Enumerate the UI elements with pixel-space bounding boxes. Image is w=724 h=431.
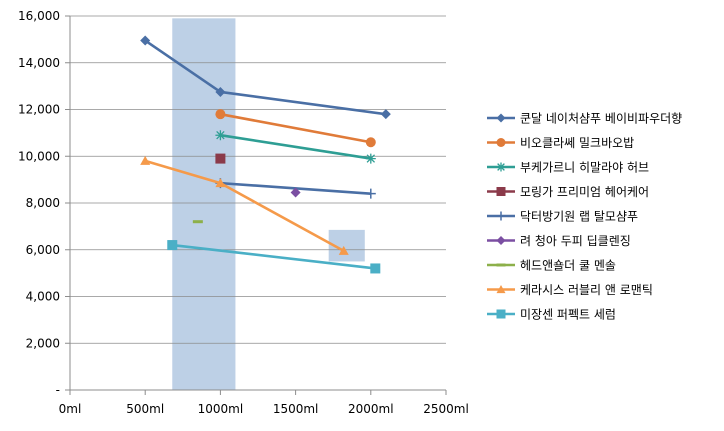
legend-item-2: 부케가르니 히말라야 허브 bbox=[487, 161, 649, 175]
data-point bbox=[215, 178, 226, 188]
legend-swatch-marker bbox=[496, 285, 506, 294]
legend-item-7: 케라시스 러블리 앤 로맨틱 bbox=[487, 283, 653, 297]
series-7 bbox=[140, 155, 349, 255]
y-tick-label: 2,000 bbox=[26, 336, 60, 350]
x-tick-label: 1000ml bbox=[198, 402, 244, 416]
series-line bbox=[172, 243, 376, 270]
x-tick-label: 500ml bbox=[126, 402, 164, 416]
legend-swatch-marker bbox=[496, 113, 506, 123]
legend-item-5: 려 청아 두피 딥클렌징 bbox=[487, 234, 631, 248]
series-0 bbox=[140, 35, 391, 120]
gridlines bbox=[70, 15, 446, 344]
x-tick-labels: 0ml 500ml 1000ml 1500ml 2000ml 2500ml bbox=[59, 390, 469, 416]
series-3 bbox=[215, 153, 226, 164]
legend-label: 모링가 프리미엄 헤어케어 bbox=[520, 185, 649, 199]
legend-swatch-marker bbox=[496, 211, 506, 221]
data-point bbox=[215, 153, 226, 164]
legend-swatch-marker bbox=[496, 309, 506, 319]
legend-item-4: 닥터방기원 랩 탈모샴푸 bbox=[487, 210, 638, 224]
highlight-band-0 bbox=[172, 18, 236, 391]
data-point bbox=[215, 109, 226, 120]
x-tick-label: 0ml bbox=[59, 402, 82, 416]
legend-label: 부케가르니 히말라야 허브 bbox=[520, 161, 649, 175]
y-tick-label: - bbox=[56, 383, 60, 397]
legend-swatch-marker bbox=[496, 162, 506, 172]
legend-label: 케라시스 러블리 앤 로맨틱 bbox=[520, 283, 653, 297]
data-point bbox=[140, 155, 151, 165]
legend-swatch-marker bbox=[496, 263, 506, 267]
y-tick-label: 14,000 bbox=[18, 56, 60, 70]
legend-swatch-marker bbox=[496, 138, 506, 147]
legend-label: 비오클라쎄 밀크바오밥 bbox=[520, 136, 634, 150]
x-tick-label: 2500ml bbox=[423, 402, 469, 416]
data-point bbox=[290, 187, 301, 198]
y-tick-label: 16,000 bbox=[18, 9, 60, 23]
legend-label: 헤드앤숄더 쿨 멘솔 bbox=[520, 259, 616, 273]
legend-label: 쿤달 네이처샴푸 베이비파우더향 bbox=[520, 112, 682, 126]
data-point bbox=[215, 130, 226, 141]
series-1 bbox=[215, 109, 376, 148]
y-tick-label: 6,000 bbox=[26, 243, 60, 257]
legend-label: 미장센 퍼펙트 세럼 bbox=[520, 308, 616, 322]
y-tick-label: 10,000 bbox=[18, 149, 60, 163]
x-tick-label: 2000ml bbox=[348, 402, 394, 416]
y-tick-labels: - 2,000 4,000 6,000 8,000 10,000 12,000 14,000 1… bbox=[18, 9, 70, 397]
legend-item-0: 쿤달 네이처샴푸 베이비파우더향 bbox=[487, 112, 682, 126]
legend-item-1: 비오클라쎄 밀크바오밥 bbox=[487, 136, 634, 150]
data-point bbox=[365, 153, 376, 164]
y-tick-label: 4,000 bbox=[26, 290, 60, 304]
series-2 bbox=[215, 130, 376, 164]
series-line bbox=[220, 133, 371, 160]
data-point bbox=[370, 263, 381, 274]
y-tick-label: 12,000 bbox=[18, 103, 60, 117]
data-point bbox=[365, 137, 376, 148]
highlight-bands bbox=[172, 18, 365, 391]
series-6 bbox=[192, 220, 203, 224]
y-tick-label: 8,000 bbox=[26, 196, 60, 210]
data-point bbox=[365, 188, 376, 199]
legend-label: 닥터방기원 랩 탈모샴푸 bbox=[520, 210, 638, 224]
x-tick-label: 1500ml bbox=[273, 402, 319, 416]
data-point bbox=[192, 220, 203, 224]
legend-item-6: 헤드앤숄더 쿨 멘솔 bbox=[487, 259, 616, 273]
data-point bbox=[215, 86, 226, 97]
legend-item-8: 미장센 퍼펙트 세럼 bbox=[487, 308, 616, 322]
data-point bbox=[380, 109, 391, 120]
series-line bbox=[220, 112, 372, 144]
legend-label: 려 청아 두피 딥클렌징 bbox=[520, 234, 631, 248]
series-layer bbox=[140, 35, 391, 274]
data-point bbox=[167, 240, 178, 251]
series-5 bbox=[290, 187, 301, 198]
legend-swatch-marker bbox=[496, 236, 506, 245]
legend-item-3: 모링가 프리미엄 헤어케어 bbox=[487, 185, 649, 199]
legend-swatch-marker bbox=[496, 187, 506, 196]
data-point bbox=[338, 245, 349, 255]
series-8 bbox=[167, 240, 381, 274]
data-point bbox=[140, 35, 151, 46]
